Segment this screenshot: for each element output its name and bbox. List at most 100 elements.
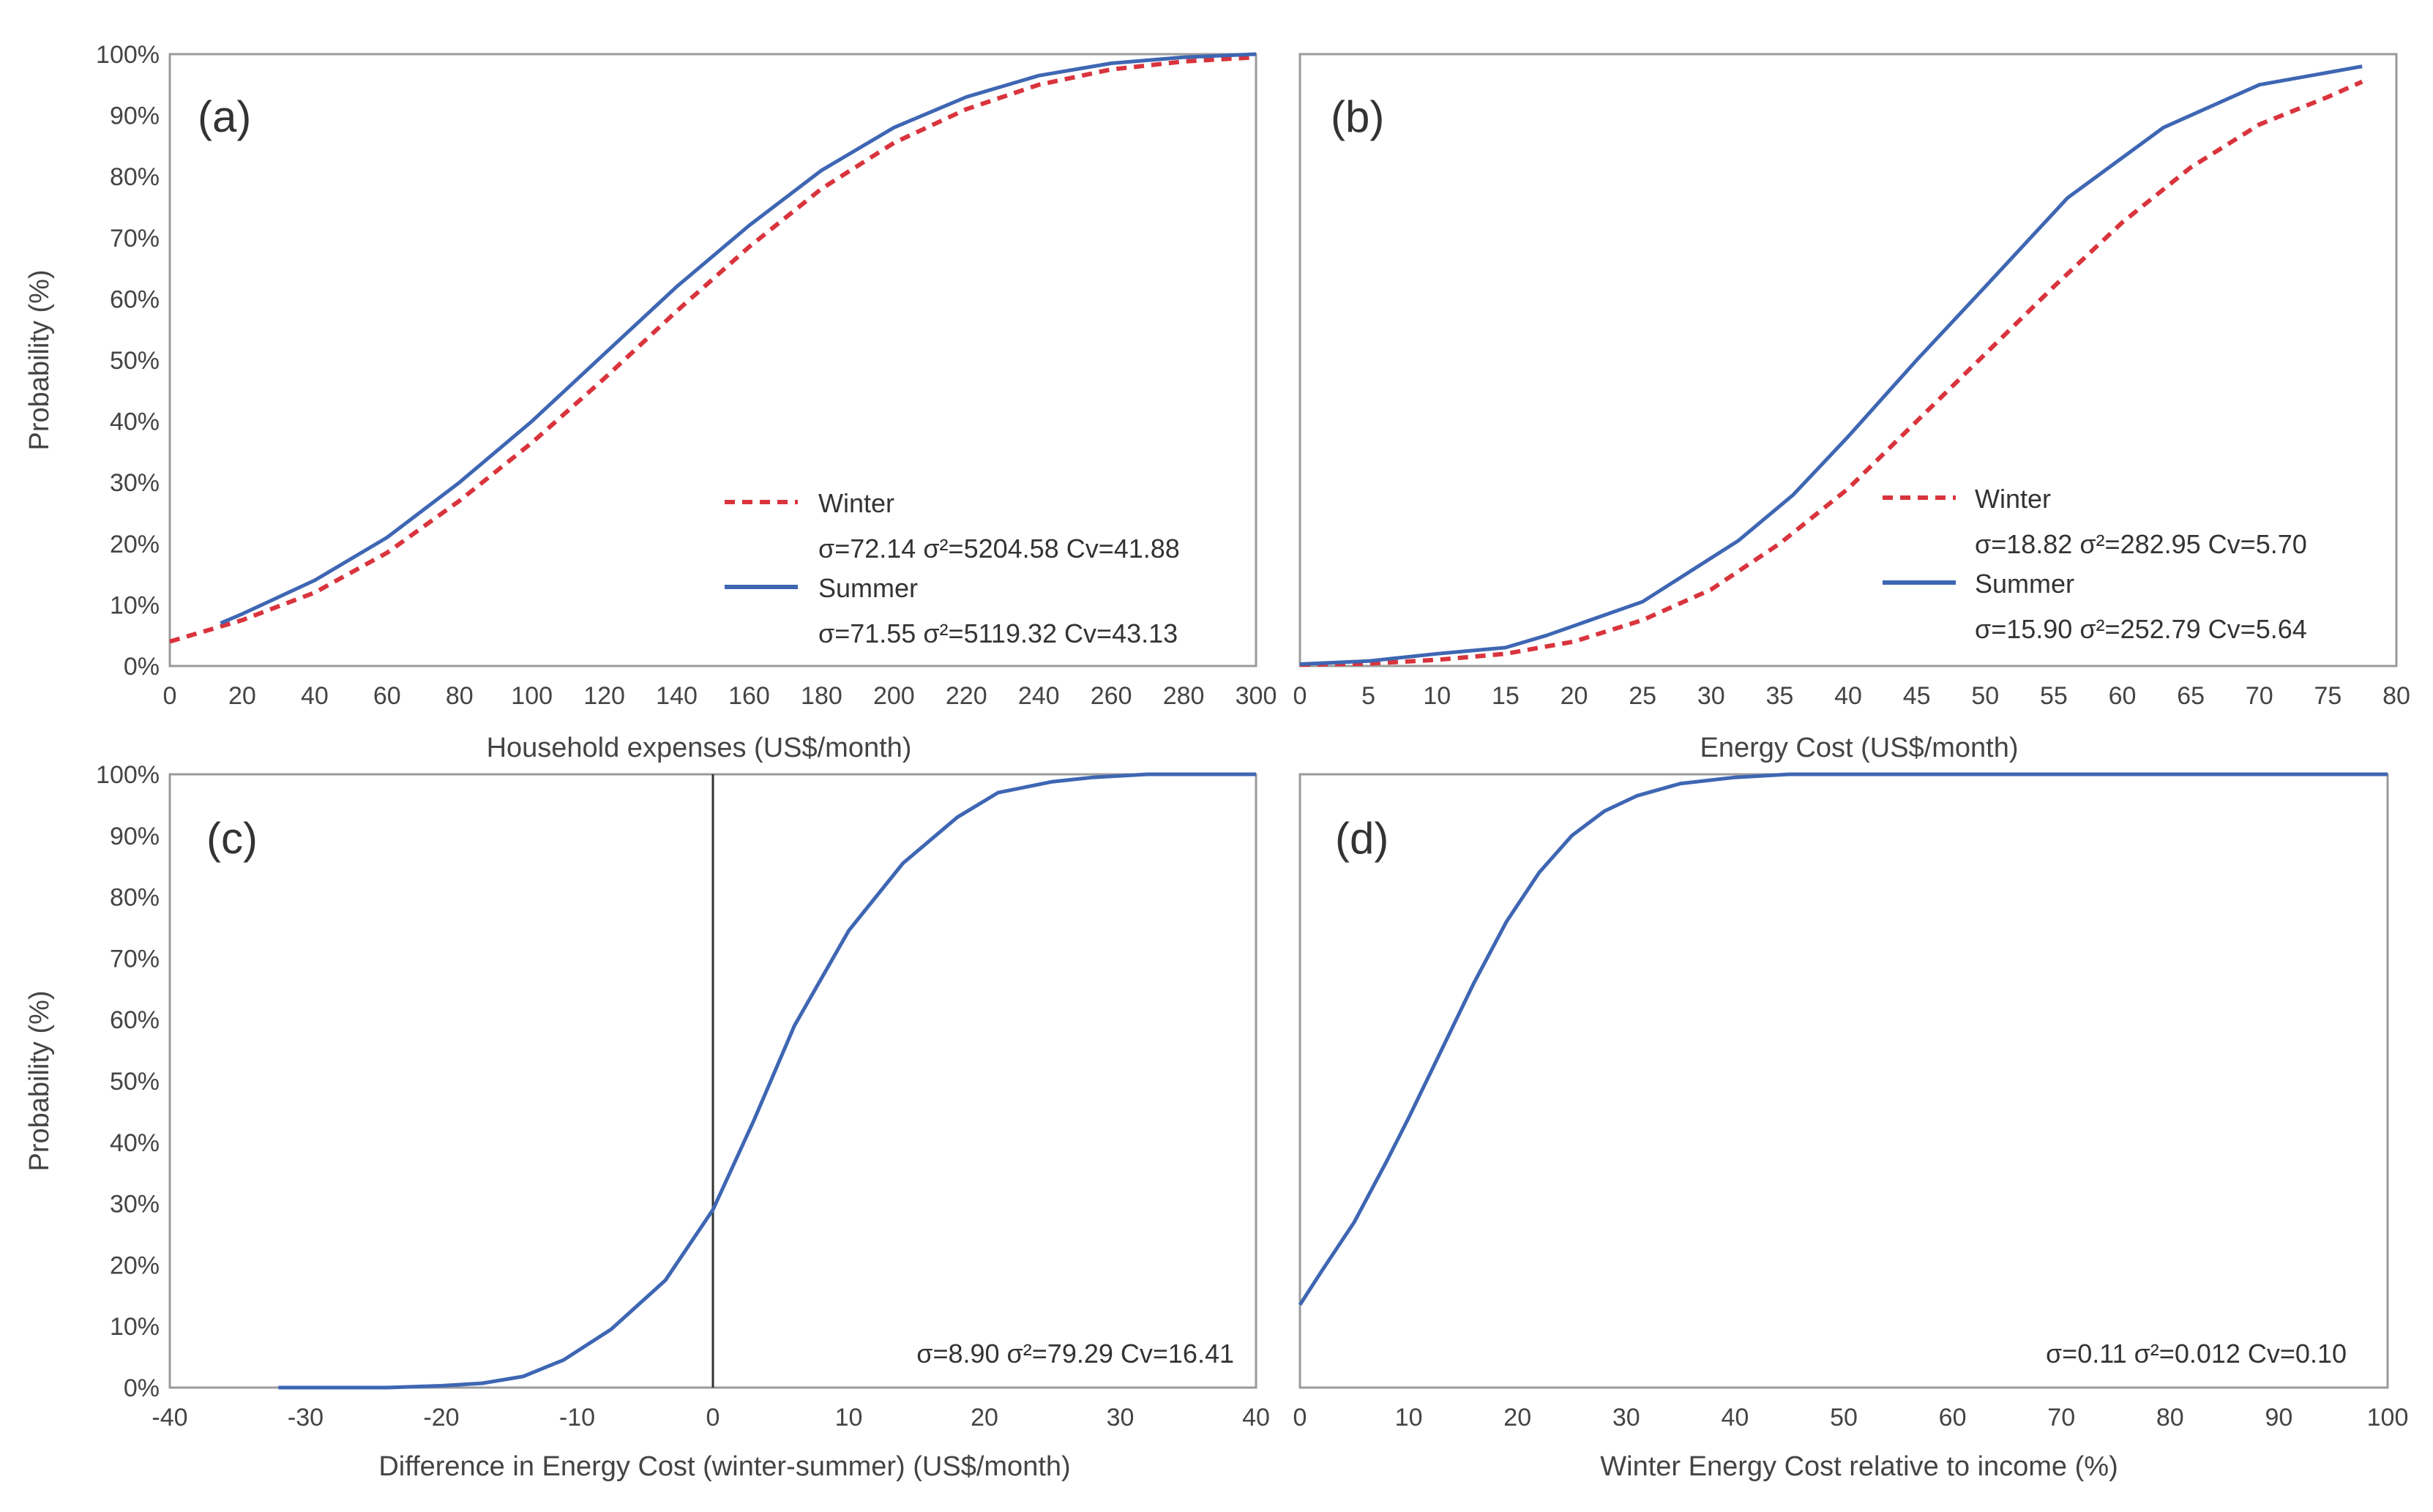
panel-a-x-tick-label: 240 [1018,682,1060,710]
panel-a-y-tick-label: 90% [110,102,160,130]
panel-d-winter-share-series-line [1298,772,2388,1306]
panel-c-y-tick-label: 50% [110,1068,160,1096]
panel-a-winter-stats: σ=72.14 σ²=5204.58 Cv=41.88 [818,534,1180,564]
panel-d-x-tick-label: 10 [1395,1404,1423,1431]
panel-b-summer-stats: σ=15.90 σ²=252.79 Cv=5.64 [1975,614,2307,644]
panel-d-frame [1298,773,2389,1389]
panel-c-x-axis-title: Difference in Energy Cost (winter-summer… [378,1451,1070,1482]
panel-a-x-tick-label: 220 [946,682,987,710]
panel-b-x-tick-label: 70 [2246,682,2273,710]
panel-a-x-tick-label: 140 [656,682,698,710]
panel-c-y-tick-label: 80% [110,884,160,912]
panel-a: 0% 10% 20% 30% 40% 50% 60% 70% 80% 90% 100% 0 20 40 6… [24,41,1277,763]
panel-d-x-tick-label: 30 [1612,1404,1640,1431]
panel-a-y-tick-label: 100% [96,41,160,69]
panel-c-difference-series-line [278,772,1256,1390]
panel-c-x-tick-label: -20 [423,1404,459,1431]
panel-b-summer-series-line [1299,64,2363,666]
panel-d-x-tick-label: 50 [1830,1404,1858,1431]
panel-c-y-tick-label: 70% [110,945,160,973]
panel-b-x-tick-label: 25 [1629,682,1656,710]
panel-a-y-tick-label: 70% [110,225,160,252]
panel-a-y-tick-label: 10% [110,591,160,619]
panel-b-x-tick-label: 75 [2314,682,2342,710]
panel-c-x-tick-label: -10 [559,1404,595,1431]
panel-a-x-tick-label: 60 [373,682,401,710]
panel-b-legend-summer-label: Summer [1975,569,2074,599]
panel-b-x-tick-label: 55 [2040,682,2068,710]
panel-c-y-axis-title: Probability (%) [24,990,55,1171]
panel-d-label: (d) [1335,814,1389,863]
panel-c-stats: σ=8.90 σ²=79.29 Cv=16.41 [916,1339,1234,1369]
panel-c: 0% 10% 20% 30% 40% 50% 60% 70% 80% 90% 100% -40 -30… [24,761,1270,1482]
panel-b-legend: Winter σ=18.82 σ²=282.95 Cv=5.70 Summer … [1883,484,2307,644]
panel-b-x-tick-label: 30 [1697,682,1725,710]
panel-a-x-tick-label: 100 [511,682,553,710]
panel-d: 0 10 20 30 40 50 60 70 80 90 100 (d) Winter Energy… [1293,772,2408,1482]
panel-b-x-tick-label: 10 [1423,682,1451,710]
panel-a-x-axis-title: Household expenses (US$/month) [487,733,912,763]
panel-a-x-tick-label: 40 [301,682,329,710]
panel-a-x-tick-label: 300 [1236,682,1277,710]
panel-a-winter-series-line [169,55,1257,644]
panel-a-y-tick-label: 0% [124,653,160,681]
panel-b: 0 5 10 15 20 25 30 35 40 45 50 55 60 65 70 75 80 (b) Ene… [1293,53,2410,763]
panel-c-x-tick-label: -30 [288,1404,324,1431]
panel-a-x-tick-label: 180 [801,682,842,710]
panel-b-winter-series-line [1299,79,2363,667]
panel-a-x-tick-label: 260 [1091,682,1132,710]
panel-a-x-tick-label: 200 [873,682,915,710]
panel-c-x-tick-label: 20 [971,1404,998,1431]
panel-c-x-tick-label: 30 [1107,1404,1135,1431]
panel-d-x-tick-label: 20 [1503,1404,1531,1431]
panel-c-x-tick-label: -40 [152,1404,187,1431]
panel-a-x-tick-label: 160 [728,682,770,710]
panel-b-x-tick-label: 60 [2109,682,2137,710]
panel-c-x-tick-label: 40 [1242,1404,1270,1431]
panel-b-x-axis-title: Energy Cost (US$/month) [1700,733,2018,763]
panel-b-x-tick-label: 65 [2177,682,2205,710]
panel-b-x-tick-label: 40 [1834,682,1862,710]
panel-a-legend-summer-label: Summer [818,573,918,603]
panel-a-summer-stats: σ=71.55 σ²=5119.32 Cv=43.13 [818,618,1178,648]
panel-b-x-tick-label: 5 [1361,682,1375,710]
panel-a-frame [168,53,1257,667]
panel-a-x-tick-label: 120 [583,682,625,710]
panel-a-x-tick-label: 80 [446,682,474,710]
panel-c-y-tick-label: 40% [110,1129,160,1157]
panel-a-x-tick-label: 0 [163,682,177,710]
panel-c-y-tick-label: 20% [110,1251,160,1279]
panel-c-label: (c) [206,814,258,863]
panel-b-x-tick-label: 80 [2382,682,2410,710]
panel-b-x-tick-label: 20 [1561,682,1588,710]
panel-a-y-tick-label: 60% [110,285,160,313]
panel-a-y-tick-label: 40% [110,408,160,436]
panel-a-legend-winter-label: Winter [818,488,894,518]
panel-c-y-tick-label: 90% [110,823,160,850]
panel-a-y-tick-label: 20% [110,531,160,558]
panel-b-x-tick-label: 50 [1971,682,1999,710]
panel-d-x-tick-label: 40 [1721,1404,1749,1431]
panel-a-y-axis-title: Probability (%) [24,269,55,450]
panel-a-x-tick-label: 20 [228,682,256,710]
panel-c-y-tick-label: 0% [124,1374,160,1402]
panel-a-label: (a) [198,92,251,141]
panel-c-y-tick-label: 100% [96,761,160,789]
panel-d-x-tick-label: 0 [1293,1404,1307,1431]
panel-a-y-tick-label: 50% [110,347,160,375]
panel-a-y-tick-label: 80% [110,163,160,191]
panel-a-summer-series-line [220,52,1257,625]
panel-b-x-tick-label: 45 [1903,682,1931,710]
panel-c-y-tick-label: 30% [110,1191,160,1219]
panel-a-y-tick-label: 30% [110,469,160,497]
panel-a-x-tick-label: 280 [1163,682,1205,710]
panel-b-legend-winter-label: Winter [1975,484,2051,514]
panel-c-x-tick-label: 10 [835,1404,863,1431]
panel-b-frame [1298,53,2398,667]
panel-b-x-tick-label: 15 [1492,682,1520,710]
panel-c-y-tick-label: 60% [110,1006,160,1034]
panel-c-x-tick-label: 0 [706,1404,720,1431]
panel-a-legend: Winter σ=72.14 σ²=5204.58 Cv=41.88 Summe… [725,488,1180,648]
panel-d-stats: σ=0.11 σ²=0.012 Cv=0.10 [2046,1339,2347,1369]
panel-d-x-axis-title: Winter Energy Cost relative to income (%… [1600,1451,2118,1482]
